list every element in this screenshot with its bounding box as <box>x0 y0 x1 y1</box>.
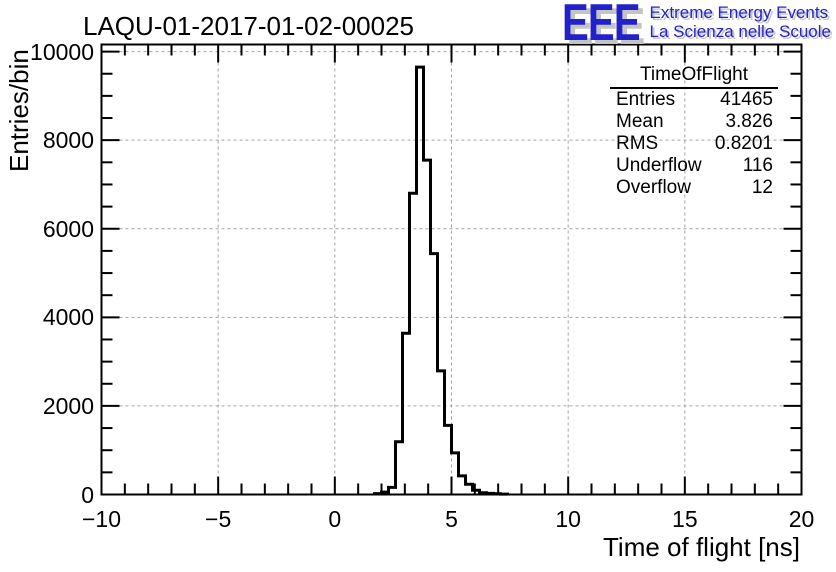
y-tick-label: 10000 <box>30 38 94 65</box>
eee-logo-text: Extreme Energy Events La Scienza nelle S… <box>650 1 831 41</box>
eee-logo-line2: La Scienza nelle Scuole <box>649 22 831 41</box>
stat-label: RMS <box>616 133 659 154</box>
histogram-line <box>373 65 509 496</box>
stats-row: RMS 0.8201 <box>610 133 778 155</box>
stat-value: 116 <box>742 155 773 176</box>
stat-label: Entries <box>616 89 676 110</box>
x-tick-label: 5 <box>445 506 458 532</box>
x-tick-label: 20 <box>788 506 815 532</box>
y-tick-label: 0 <box>81 481 94 508</box>
stat-label: Mean <box>616 111 664 132</box>
x-tick-label: 0 <box>328 506 342 532</box>
x-tick-label: 10 <box>555 506 581 532</box>
stats-box: TimeOfFlight Entries 41465 Mean 3.826 RM… <box>610 64 778 199</box>
stat-value: 12 <box>751 177 773 198</box>
y-tick-label: 4000 <box>42 304 94 331</box>
eee-logo: EEE Extreme Energy Events La Scienza nel… <box>562 0 831 52</box>
eee-logo-line1: Extreme Energy Events <box>649 3 829 22</box>
x-tick-label: −10 <box>81 506 122 532</box>
y-tick-label: 6000 <box>42 215 94 242</box>
page-title: LAQU-01-2017-01-02-00025 <box>83 11 414 41</box>
stats-row: Entries 41465 <box>610 89 778 111</box>
stat-value: 41465 <box>720 89 773 110</box>
stats-row: Mean 3.826 <box>610 111 778 133</box>
stat-label: Underflow <box>616 155 702 176</box>
stat-value: 0.8201 <box>714 133 773 154</box>
stat-value: 3.826 <box>725 111 773 132</box>
y-tick-label: 8000 <box>42 127 94 154</box>
stats-row: Overflow 12 <box>610 177 778 199</box>
stats-box-title: TimeOfFlight <box>610 64 778 89</box>
x-tick-label: 15 <box>672 506 698 532</box>
y-axis-title: Entries/bin <box>4 49 34 172</box>
x-tick-label: −5 <box>205 506 232 532</box>
x-axis-title: Time of flight [ns] <box>603 532 800 562</box>
stat-label: Overflow <box>616 177 691 198</box>
eee-logo-acronym: EEE <box>562 0 641 52</box>
y-tick-label: 2000 <box>42 392 94 419</box>
stats-row: Underflow 116 <box>610 155 778 177</box>
